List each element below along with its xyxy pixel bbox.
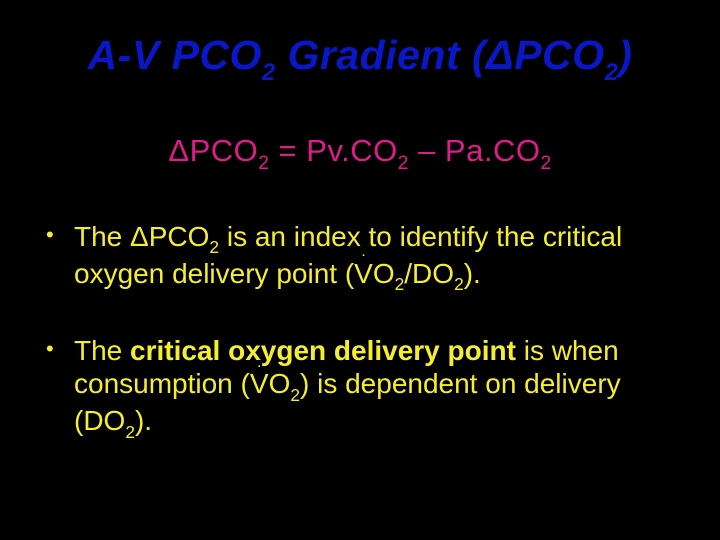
bullet-2: • The critical oxygen delivery point is … <box>44 334 676 441</box>
b2-bold: critical oxygen delivery point <box>130 335 516 366</box>
b1-delta: Δ <box>130 221 149 252</box>
title-text-3: PCO <box>514 32 604 78</box>
b2-t1: The <box>74 335 130 366</box>
b1-v: V <box>354 258 373 289</box>
title-sub-2: 2 <box>605 59 619 86</box>
slide: A-V PCO2 Gradient (ΔPCO2) ΔPCO2 = Pv.CO2… <box>0 0 720 540</box>
b2-v: V <box>250 368 269 399</box>
title-sub-1: 2 <box>262 59 276 86</box>
bullet-list: • The ΔPCO2 is an index to identify the … <box>44 220 676 441</box>
b1-s2: 2 <box>395 274 405 294</box>
b1-s1: 2 <box>209 237 219 257</box>
b2-s2: 2 <box>125 422 135 442</box>
title-close: ) <box>618 32 632 78</box>
b1-t1: The <box>74 221 130 252</box>
b1-t5: /DO <box>404 258 454 289</box>
eq-eq: = Pv.CO <box>269 133 397 168</box>
b1-t4: O <box>373 258 395 289</box>
eq-s3: 2 <box>540 153 551 174</box>
b2-s1: 2 <box>290 385 300 405</box>
b1-s3: 2 <box>454 274 464 294</box>
slide-title: A-V PCO2 Gradient (ΔPCO2) <box>44 32 676 85</box>
title-text-1: A-V PCO <box>88 32 262 78</box>
eq-minus: – Pa.CO <box>409 133 541 168</box>
eq-p1: PCO <box>190 133 259 168</box>
title-delta: Δ <box>486 32 514 78</box>
eq-delta: Δ <box>168 133 189 168</box>
bullet-1: • The ΔPCO2 is an index to identify the … <box>44 220 676 294</box>
b1-t2: PCO <box>149 221 210 252</box>
bullet-dot-icon: • <box>46 222 54 248</box>
title-text-2: Gradient ( <box>276 32 487 78</box>
eq-s1: 2 <box>258 153 269 174</box>
eq-s2: 2 <box>398 153 409 174</box>
equation: ΔPCO2 = Pv.CO2 – Pa.CO2 <box>44 133 676 174</box>
b2-t3: O <box>269 368 291 399</box>
b1-t6: ). <box>464 258 481 289</box>
b2-t5: ). <box>135 405 152 436</box>
bullet-dot-icon: • <box>46 336 54 362</box>
b1-vdot: .V <box>354 257 373 290</box>
b2-vdot: .V <box>250 367 269 400</box>
